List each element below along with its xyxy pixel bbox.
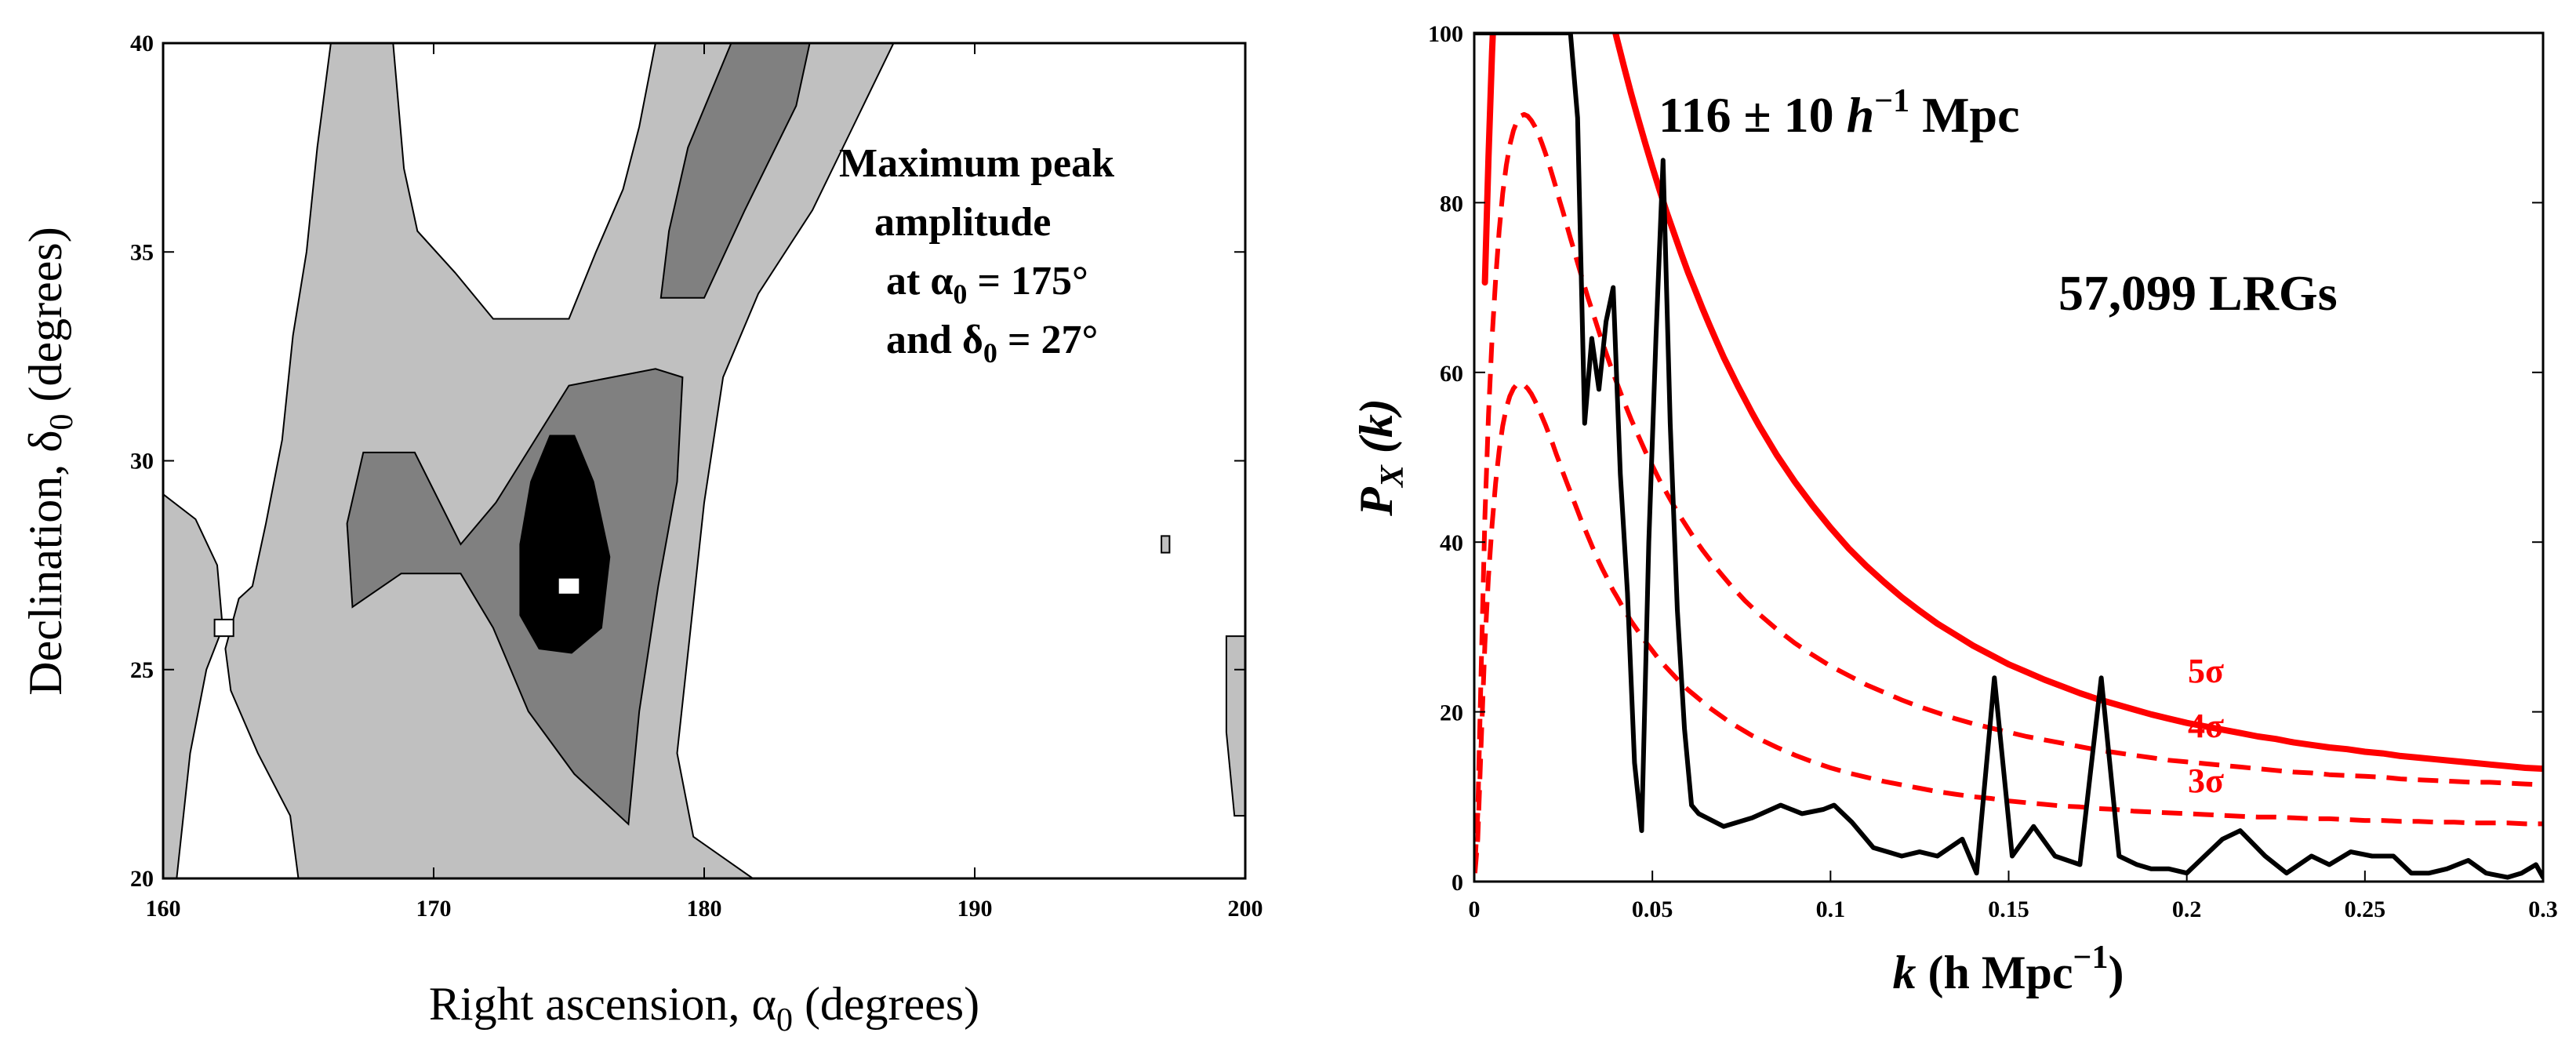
annotation-line-4-text: and δ bbox=[886, 318, 983, 362]
annotation-line-1: Maximum peak bbox=[839, 141, 1114, 186]
y-axis-rest: (k) bbox=[1350, 398, 1402, 465]
x-axis-sup: −1 bbox=[2073, 940, 2109, 976]
y-tick-label: 25 bbox=[130, 657, 154, 683]
threshold-line-4sigma bbox=[1474, 111, 2543, 865]
x-tick-label: 0.15 bbox=[1988, 896, 2029, 922]
y-tick-label: 20 bbox=[130, 866, 154, 892]
region-light-3 bbox=[1161, 535, 1171, 554]
annotation-line-3: at α0 = 175° bbox=[886, 259, 1088, 310]
power-spectrum-line bbox=[1474, 33, 2543, 880]
sigma-label-4: 4σ bbox=[2188, 707, 2224, 745]
x-tick-label: 0.05 bbox=[1632, 896, 1673, 922]
power-spectrum-panel: 0 0.05 0.1 0.15 0.2 0.25 0.3 0 20 40 60 80 100 116 ±… bbox=[1350, 21, 2558, 998]
region-peak-8 bbox=[213, 618, 234, 638]
x-tick-label: 0 bbox=[1469, 896, 1481, 922]
x-tick-label: 0.3 bbox=[2528, 896, 2558, 922]
scale-annotation-sup: −1 bbox=[1874, 83, 1909, 119]
region-peak-7 bbox=[557, 576, 581, 595]
y-tick-label: 100 bbox=[1428, 21, 1463, 47]
power-spectrum-x-axis-title: k (h Mpc−1) bbox=[1893, 940, 2124, 998]
annotation-line-3-value: = 175° bbox=[967, 259, 1088, 304]
sample-annotation: 57,099 LRGs bbox=[2058, 265, 2338, 321]
x-tick-label: 170 bbox=[416, 896, 452, 922]
x-axis-close: ) bbox=[2108, 947, 2124, 998]
sky-map-y-axis-title: Declination, δ0 (degrees) bbox=[20, 227, 80, 695]
region-light-2 bbox=[1225, 635, 1246, 817]
sigma-label-5: 5σ bbox=[2188, 652, 2224, 690]
y-axis-title-text: Declination, δ bbox=[20, 431, 71, 696]
annotation-line-2: amplitude bbox=[874, 200, 1051, 245]
x-tick-label: 160 bbox=[146, 896, 181, 922]
x-axis-title-text: Right ascension, α bbox=[429, 978, 776, 1030]
threshold-line-3sigma bbox=[1474, 380, 2543, 874]
y-tick-label: 20 bbox=[1440, 700, 1463, 726]
scale-annotation-suffix: Mpc bbox=[1909, 87, 2019, 143]
annotation-line-3-sub: 0 bbox=[953, 278, 967, 310]
y-tick-label: 40 bbox=[130, 31, 154, 56]
y-tick-label: 35 bbox=[130, 239, 154, 265]
x-axis-k: k bbox=[1893, 947, 1917, 998]
y-axis-P: P bbox=[1350, 486, 1402, 517]
y-axis-sub: X bbox=[1375, 464, 1411, 489]
threshold-line-5sigma bbox=[1481, 33, 2543, 773]
x-tick-label: 200 bbox=[1228, 896, 1263, 922]
y-tick-label: 80 bbox=[1440, 191, 1463, 216]
region-dark-6 bbox=[519, 435, 611, 654]
annotation-line-4-value: = 27° bbox=[997, 318, 1098, 362]
significance-regions bbox=[162, 42, 1246, 879]
annotation-line-3-text: at α bbox=[886, 259, 953, 304]
sigma-label-3: 3σ bbox=[2188, 762, 2224, 800]
sky-map-ticks: 160 170 180 190 200 20 25 30 35 40 bbox=[130, 31, 1263, 922]
y-tick-label: 40 bbox=[1440, 530, 1463, 556]
y-tick-label: 0 bbox=[1451, 870, 1463, 896]
scale-annotation-prefix: 116 ± 10 bbox=[1659, 87, 1847, 143]
sky-map-x-axis-title: Right ascension, α0 (degrees) bbox=[429, 978, 979, 1038]
y-tick-label: 60 bbox=[1440, 361, 1463, 387]
y-axis-title-sub: 0 bbox=[44, 414, 80, 431]
x-axis-rest: (h Mpc bbox=[1917, 947, 2073, 998]
scale-annotation-h: h bbox=[1847, 87, 1875, 143]
x-axis-title-unit: (degrees) bbox=[793, 978, 979, 1030]
scale-annotation: 116 ± 10 h−1 Mpc bbox=[1659, 83, 2020, 143]
y-axis-title-unit: (degrees) bbox=[20, 227, 71, 413]
x-tick-label: 180 bbox=[687, 896, 722, 922]
annotation-line-4-sub: 0 bbox=[983, 337, 997, 369]
power-spectrum-y-axis-title: PX (k) bbox=[1350, 398, 1411, 517]
power-spectrum-ticks: 0 0.05 0.1 0.15 0.2 0.25 0.3 0 20 40 60 80 100 bbox=[1428, 21, 2558, 922]
x-axis-title-sub: 0 bbox=[776, 1002, 793, 1038]
region-medium-4 bbox=[346, 368, 684, 826]
x-tick-label: 0.2 bbox=[2172, 896, 2202, 922]
annotation-line-4: and δ0 = 27° bbox=[886, 318, 1098, 369]
x-tick-label: 0.25 bbox=[2345, 896, 2386, 922]
power-spectrum-series bbox=[1474, 33, 2543, 880]
x-tick-label: 0.1 bbox=[1816, 896, 1846, 922]
x-tick-label: 190 bbox=[957, 896, 993, 922]
y-tick-label: 30 bbox=[130, 449, 154, 475]
sky-map-panel: 160 170 180 190 200 20 25 30 35 40 Maximum peak a… bbox=[20, 31, 1263, 1038]
peak-annotation: Maximum peak amplitude at α0 = 175° and … bbox=[839, 141, 1114, 369]
